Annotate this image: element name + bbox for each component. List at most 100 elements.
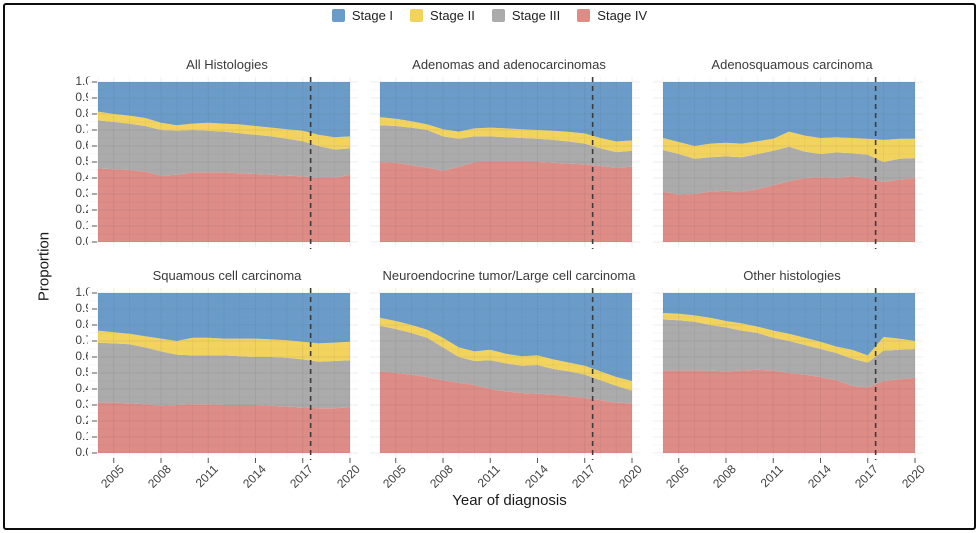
panel-neuroendocrine-tumor-large-cell-carcinoma	[370, 288, 640, 463]
area-stage-i	[380, 293, 632, 381]
x-tick-label: 2008	[427, 462, 456, 491]
y-tick-label: 0.4	[75, 381, 92, 395]
area-stage-iv	[380, 371, 632, 453]
legend-item: Stage III	[491, 8, 561, 23]
area-stage-iii	[380, 125, 632, 171]
area-stage-iii	[98, 120, 350, 178]
area-stage-iv	[663, 369, 915, 453]
y-tick-label: 0.4	[75, 170, 92, 184]
stage-i-swatch-icon	[331, 9, 345, 22]
x-axis-title: Year of diagnosis	[452, 492, 567, 509]
y-tick-label: 1.0	[75, 74, 92, 88]
stacked-areas	[380, 82, 632, 242]
stacked-areas	[98, 293, 350, 453]
x-tick-label: 2011	[192, 462, 222, 491]
stage-iii-swatch-icon	[491, 9, 505, 22]
panel-title-neuroendocrine-tumor-large-cell-carcinoma: Neuroendocrine tumor/Large cell carcinom…	[382, 268, 636, 283]
area-stage-i	[380, 82, 632, 142]
area-stage-i	[98, 293, 350, 344]
x-tick-label: 2017	[851, 462, 881, 491]
y-tick-label: 0.7	[75, 333, 92, 347]
panel-title-adenosquamous-carcinoma: Adenosquamous carcinoma	[711, 57, 873, 72]
stacked-areas	[663, 293, 915, 453]
stacked-areas	[98, 82, 350, 242]
y-tick-label: 0.1	[75, 218, 92, 232]
stage-iv-swatch-icon	[577, 9, 591, 22]
panel-squamous-cell-carcinoma	[88, 288, 358, 463]
area-stage-iii	[663, 146, 915, 195]
area-stage-ii	[380, 117, 632, 153]
x-tick-label: 2005	[379, 462, 409, 491]
panel-other-histologies	[653, 288, 923, 463]
area-stage-ii	[98, 330, 350, 362]
area-stage-ii	[380, 317, 632, 391]
legend-label: Stage II	[430, 8, 475, 23]
y-tick-label: 0.3	[75, 397, 92, 411]
area-stage-ii	[663, 313, 915, 363]
gridlines	[653, 77, 923, 247]
area-stage-i	[98, 82, 350, 138]
area-stage-iv	[380, 162, 632, 242]
area-stage-iv	[98, 402, 350, 453]
area-stage-ii	[98, 111, 350, 150]
area-stage-ii	[663, 131, 915, 162]
y-tick-label: 0.8	[75, 317, 92, 331]
area-stage-iv	[98, 168, 350, 242]
x-tick-label: 2011	[474, 462, 504, 491]
y-tick-label: 0.5	[75, 154, 92, 168]
x-tick-label: 2020	[899, 462, 928, 491]
panel-title-other-histologies: Other histologies	[743, 268, 841, 283]
area-stage-iii	[663, 319, 915, 388]
gridlines	[88, 77, 358, 247]
x-tick-label: 2008	[145, 462, 174, 491]
legend-label: Stage III	[511, 8, 561, 23]
y-tick-label: 0.1	[75, 429, 92, 443]
legend-label: Stage IV	[597, 8, 648, 23]
y-tick-label: 0.7	[75, 122, 92, 136]
panel-title-adenomas-and-adenocarcinomas: Adenomas and adenocarcinomas	[412, 57, 606, 72]
panel-adenomas-and-adenocarcinomas	[370, 77, 640, 249]
area-stage-i	[663, 82, 915, 146]
panel-adenosquamous-carcinoma	[653, 77, 923, 249]
y-axis-title: Proportion	[35, 231, 53, 302]
x-tick-label: 2020	[616, 462, 645, 491]
gridlines	[370, 77, 640, 247]
x-tick-label: 2014	[804, 462, 834, 491]
legend-item: Stage II	[410, 8, 475, 23]
x-tick-label: 2008	[710, 462, 739, 491]
area-stage-iv	[663, 176, 915, 242]
gridlines	[370, 288, 640, 458]
area-stage-iii	[98, 342, 350, 409]
legend-item: Stage I	[331, 8, 394, 23]
legend-item: Stage IV	[577, 8, 647, 23]
y-tick-label: 0.2	[75, 202, 92, 216]
y-tick-label: 0.3	[75, 186, 92, 200]
panel-title-all-histologies: All Histologies	[186, 57, 268, 72]
y-tick-label: 0.9	[75, 301, 92, 315]
x-tick-label: 2014	[239, 462, 269, 491]
legend-label: Stage I	[351, 8, 394, 23]
x-tick-label: 2020	[334, 462, 363, 491]
panel-title-squamous-cell-carcinoma: Squamous cell carcinoma	[152, 268, 302, 283]
y-tick-label: 0.6	[75, 349, 92, 363]
panel-all-histologies	[88, 77, 358, 249]
y-tick-label: 0.0	[75, 445, 92, 459]
x-tick-label: 2014	[521, 462, 551, 491]
gridlines	[88, 288, 358, 458]
y-tick-label: 1.0	[75, 285, 92, 299]
stage-ii-swatch-icon	[410, 9, 424, 22]
stacked-areas	[663, 82, 915, 242]
y-tick-label: 0.6	[75, 138, 92, 152]
x-tick-label: 2005	[97, 462, 127, 491]
y-tick-label: 0.2	[75, 413, 92, 427]
x-tick-label: 2017	[286, 462, 316, 491]
y-tick-label: 0.9	[75, 90, 92, 104]
area-stage-iii	[380, 325, 632, 404]
x-tick-label: 2011	[757, 462, 787, 491]
y-tick-label: 0.0	[75, 234, 92, 248]
y-tick-label: 0.8	[75, 106, 92, 120]
stacked-areas	[380, 293, 632, 453]
x-tick-label: 2017	[568, 462, 598, 491]
x-tick-label: 2005	[662, 462, 692, 491]
